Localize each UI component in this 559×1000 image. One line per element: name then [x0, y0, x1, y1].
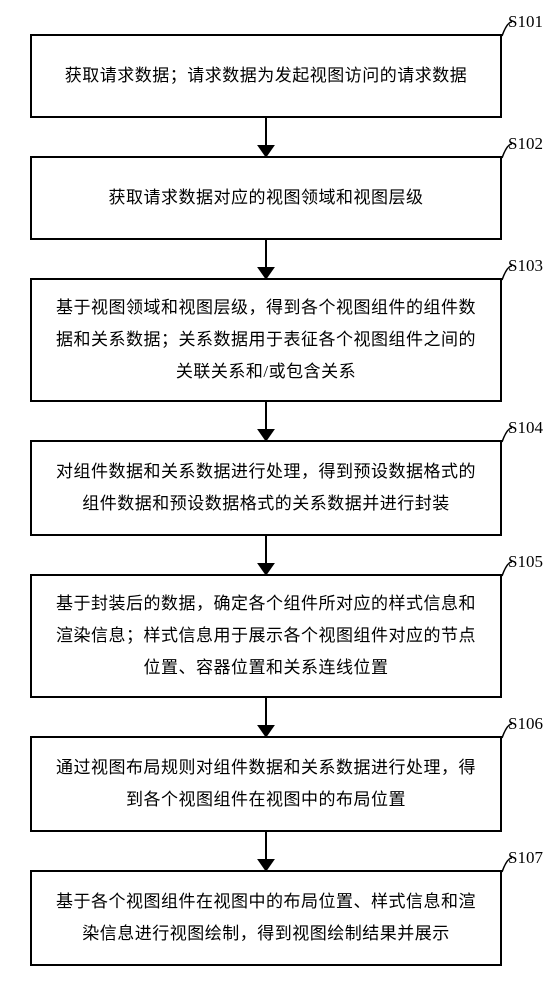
step-text: 基于封装后的数据，确定各个组件所对应的样式信息和渲染信息；样式信息用于展示各个视…: [50, 588, 482, 685]
step-box-s105: 基于封装后的数据，确定各个组件所对应的样式信息和渲染信息；样式信息用于展示各个视…: [30, 574, 502, 698]
step-text: 对组件数据和关系数据进行处理，得到预设数据格式的组件数据和预设数据格式的关系数据…: [50, 456, 482, 521]
step-label-s106: S106: [508, 714, 543, 734]
step-text: 获取请求数据对应的视图领域和视图层级: [109, 182, 424, 214]
step-label-s105: S105: [508, 552, 543, 572]
step-box-s101: 获取请求数据；请求数据为发起视图访问的请求数据: [30, 34, 502, 118]
step-box-s106: 通过视图布局规则对组件数据和关系数据进行处理，得到各个视图组件在视图中的布局位置: [30, 736, 502, 832]
step-box-s103: 基于视图领域和视图层级，得到各个视图组件的组件数据和关系数据；关系数据用于表征各…: [30, 278, 502, 402]
step-text: 基于视图领域和视图层级，得到各个视图组件的组件数据和关系数据；关系数据用于表征各…: [50, 292, 482, 389]
step-box-s102: 获取请求数据对应的视图领域和视图层级: [30, 156, 502, 240]
step-box-s104: 对组件数据和关系数据进行处理，得到预设数据格式的组件数据和预设数据格式的关系数据…: [30, 440, 502, 536]
step-label-s104: S104: [508, 418, 543, 438]
step-text: 通过视图布局规则对组件数据和关系数据进行处理，得到各个视图组件在视图中的布局位置: [50, 752, 482, 817]
step-label-s101: S101: [508, 12, 543, 32]
step-label-s102: S102: [508, 134, 543, 154]
step-text: 基于各个视图组件在视图中的布局位置、样式信息和渲染信息进行视图绘制，得到视图绘制…: [50, 886, 482, 951]
step-label-s107: S107: [508, 848, 543, 868]
flowchart-canvas: 获取请求数据；请求数据为发起视图访问的请求数据 获取请求数据对应的视图领域和视图…: [0, 0, 559, 1000]
step-box-s107: 基于各个视图组件在视图中的布局位置、样式信息和渲染信息进行视图绘制，得到视图绘制…: [30, 870, 502, 966]
step-label-s103: S103: [508, 256, 543, 276]
step-text: 获取请求数据；请求数据为发起视图访问的请求数据: [65, 60, 468, 92]
